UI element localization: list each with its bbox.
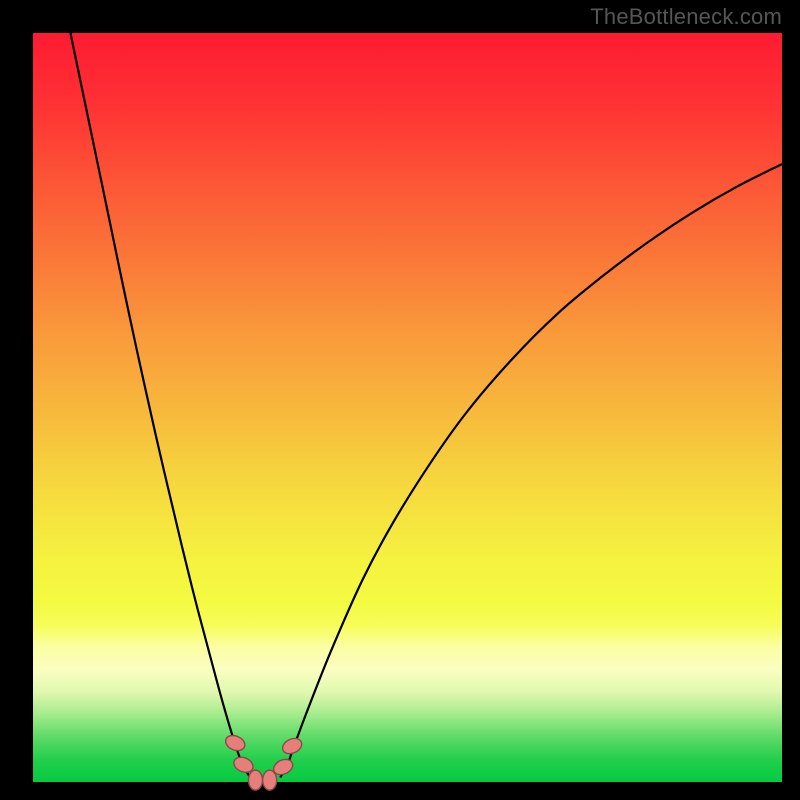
bottleneck-chart <box>0 0 800 800</box>
watermark-text: TheBottleneck.com <box>590 4 782 30</box>
data-marker <box>248 770 262 790</box>
plot-background <box>33 33 782 782</box>
